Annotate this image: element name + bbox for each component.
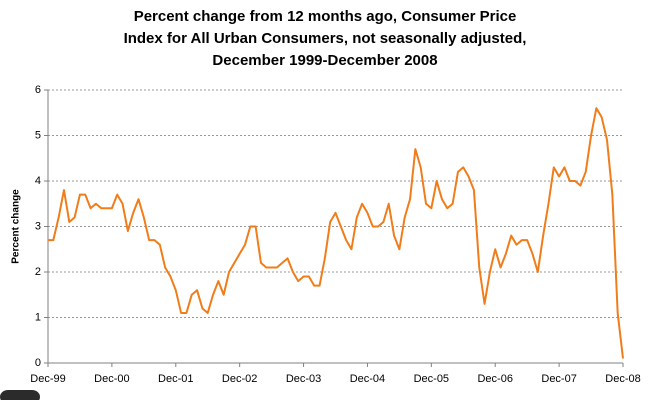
x-tick-label: Dec-07 <box>541 373 576 385</box>
x-tick-label: Dec-08 <box>605 373 640 385</box>
x-tick-label: Dec-99 <box>30 373 65 385</box>
x-tick-label: Dec-00 <box>94 373 129 385</box>
y-tick-label: 3 <box>35 220 41 232</box>
y-axis-label: Percent change <box>11 189 22 264</box>
chart-title: Index for All Urban Consumers, not seaso… <box>124 30 527 47</box>
chart-title: December 1999-December 2008 <box>212 52 437 69</box>
x-tick-label: Dec-05 <box>414 373 449 385</box>
x-tick-label: Dec-06 <box>477 373 512 385</box>
y-tick-label: 5 <box>35 129 41 141</box>
corner-widget <box>0 390 40 400</box>
y-tick-label: 4 <box>35 175 41 187</box>
y-tick-label: 1 <box>35 311 41 323</box>
x-tick-label: Dec-02 <box>222 373 257 385</box>
x-tick-label: Dec-03 <box>286 373 321 385</box>
data-line <box>48 107 624 359</box>
chart-title: Percent change from 12 months ago, Consu… <box>134 8 517 25</box>
y-tick-label: 2 <box>35 266 41 278</box>
y-tick-label: 0 <box>35 357 41 369</box>
x-tick-label: Dec-04 <box>350 373 385 385</box>
x-tick-label: Dec-01 <box>158 373 193 385</box>
y-tick-label: 6 <box>35 84 41 96</box>
